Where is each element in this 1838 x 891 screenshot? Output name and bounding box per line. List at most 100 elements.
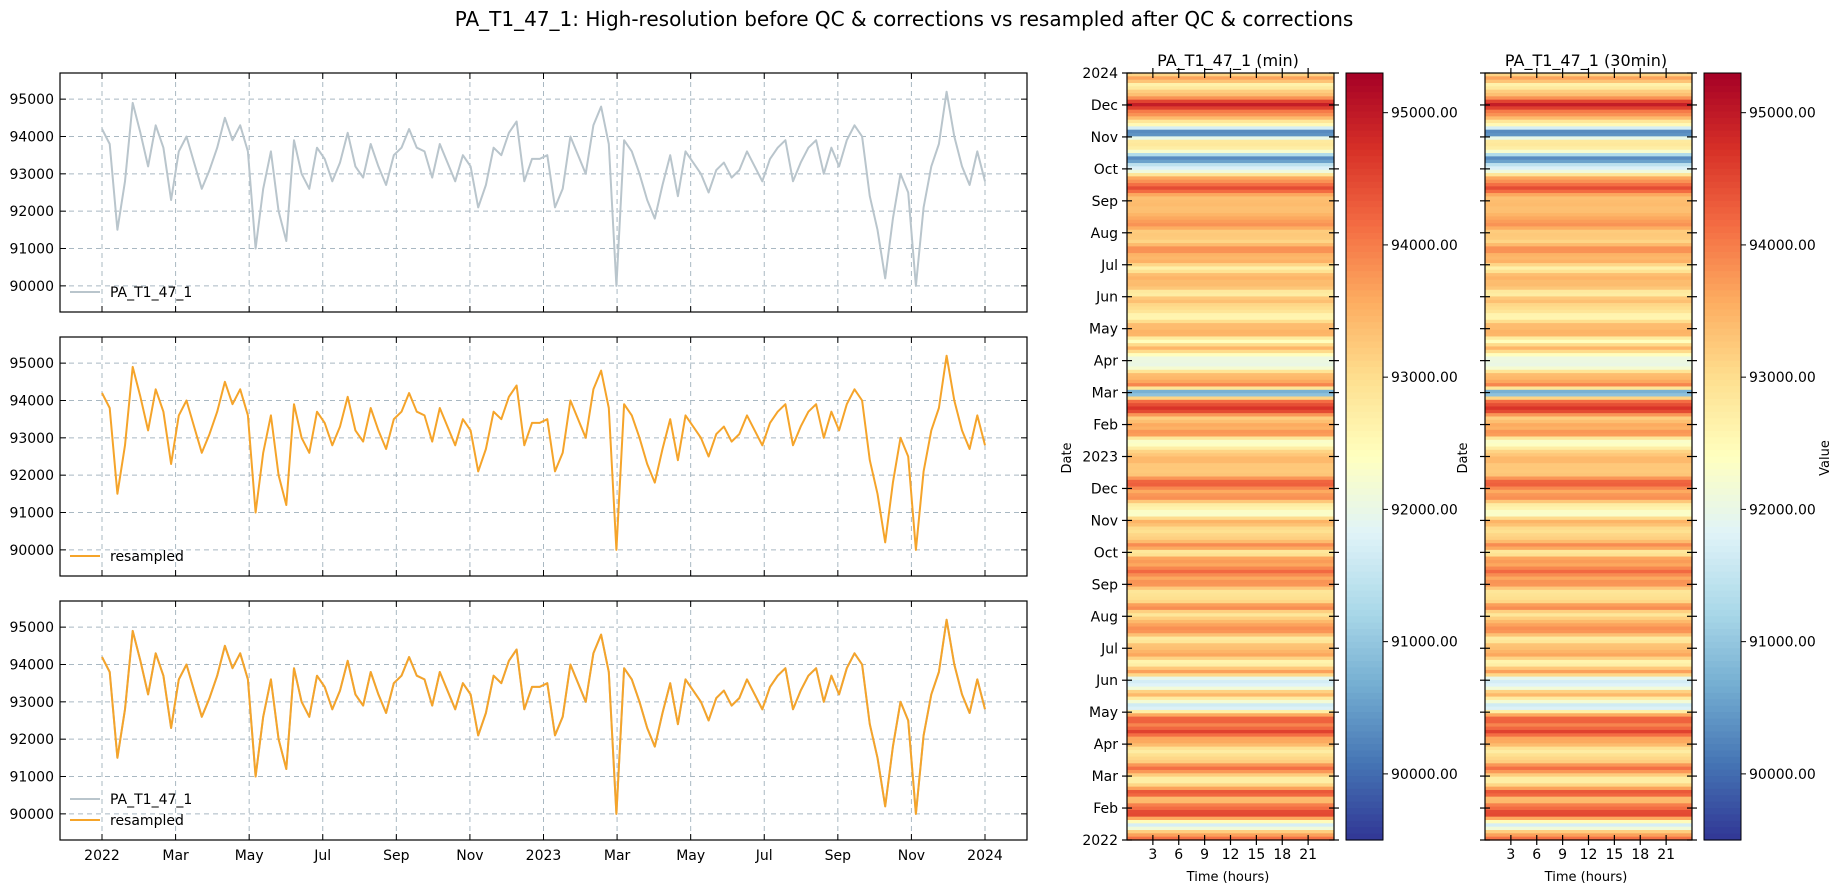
colorbar-cell [1704,430,1741,438]
heatmap-cell [1485,159,1692,164]
colorbar-cell [1346,603,1383,611]
y-tick-label: Aug [1091,226,1118,242]
heatmap-cell [1485,686,1692,691]
heatmap-cell [1127,353,1334,358]
heatmap-cell [1127,116,1334,121]
y-tick-label: May [1089,705,1118,721]
heatmap-cell [1127,369,1334,374]
colorbar-cell [1704,648,1741,656]
heatmap-cell [1485,273,1692,278]
heatmap-cell [1485,659,1692,664]
colorbar-cell [1704,405,1741,413]
colorbar-tick-label: 92000.00 [1391,502,1458,518]
y-tick-label: Nov [1091,130,1118,146]
heatmap-cell [1485,439,1692,444]
heatmap-cell [1485,226,1692,231]
y-tick-label: Sep [1092,577,1119,593]
colorbar-cell [1704,386,1741,394]
colorbar-cell [1346,207,1383,215]
heatmap-cell [1127,556,1334,561]
heatmap-cell [1127,429,1334,434]
heatmap-cell [1127,433,1334,438]
heatmap-ylabel: Date [1060,442,1075,473]
colorbar-cell [1704,418,1741,426]
heatmap-cell [1127,766,1334,771]
heatmap-cell [1127,406,1334,411]
colorbar-cell [1346,162,1383,170]
heatmap-cell [1485,196,1692,201]
colorbar-cell [1346,533,1383,541]
colorbar-cell [1346,724,1383,732]
colorbar-cell [1346,188,1383,196]
colorbar-cell [1346,814,1383,822]
colorbar-cell [1704,124,1741,132]
heatmap-cell [1127,86,1334,91]
heatmap-cell [1127,826,1334,831]
colorbar-cell [1704,398,1741,406]
heatmap-cell [1485,413,1692,418]
colorbar-cell [1704,424,1741,432]
colorbar-cell [1346,648,1383,656]
heatmap-cell [1485,769,1692,774]
heatmap-cell [1127,619,1334,624]
heatmap-cell [1127,99,1334,104]
heatmap-cell [1127,463,1334,468]
heatmap-cell [1127,749,1334,754]
heatmap-cell [1127,646,1334,651]
colorbar-cell [1704,200,1741,208]
heatmap-cell [1127,683,1334,688]
heatmap-cell [1485,306,1692,311]
colorbar-cell [1346,622,1383,630]
y-tick-label: 93000 [9,167,54,183]
colorbar-cell [1704,571,1741,579]
heatmap-cell [1127,583,1334,588]
heatmap-cell [1485,156,1692,161]
colorbar-cell [1346,175,1383,183]
heatmap-cell [1485,749,1692,754]
heatmap-cell [1485,449,1692,454]
colorbar-cell [1346,245,1383,253]
colorbar-cell [1346,488,1383,496]
heatmap-cell [1127,673,1334,678]
heatmap-cell [1485,386,1692,391]
colorbar-cell [1346,117,1383,125]
heatmap-cell [1127,636,1334,641]
colorbar-cell [1704,661,1741,669]
heatmap-cell [1485,696,1692,701]
heatmap-cell [1127,156,1334,161]
colorbar-cell [1704,213,1741,221]
heatmap-cell [1127,569,1334,574]
heatmap-cell [1127,503,1334,508]
colorbar-cell [1704,411,1741,419]
heatmap-cell [1485,816,1692,821]
colorbar-cell [1704,801,1741,809]
colorbar-cell [1704,232,1741,240]
heatmap-cell [1485,766,1692,771]
colorbar-cell [1704,699,1741,707]
heatmap-cell [1127,613,1334,618]
heatmap-cell [1127,326,1334,331]
heatmap-cell [1127,293,1334,298]
colorbar-cell [1346,494,1383,502]
heatmap-cell [1485,493,1692,498]
heatmap-cell [1485,76,1692,81]
x-tick-label: 3 [1148,847,1157,863]
colorbar-cell [1346,360,1383,368]
heatmap-cell [1127,213,1334,217]
heatmap-cell [1485,553,1692,558]
heatmap-cell [1485,559,1692,564]
x-tick-label: 15 [1247,847,1265,863]
colorbar-cell [1704,469,1741,477]
heatmap-cell [1485,359,1692,364]
colorbar-cell [1346,111,1383,119]
colorbar-cell [1346,386,1383,394]
heatmap-cell [1485,736,1692,741]
heatmap-cell [1485,219,1692,224]
colorbar-cell [1704,750,1741,758]
heatmap-cell [1485,113,1692,117]
heatmap-cell [1485,123,1692,127]
colorbar-cell [1704,718,1741,726]
colorbar-cell [1346,833,1383,841]
colorbar-cell [1704,156,1741,164]
heatmap-cell [1485,83,1692,87]
